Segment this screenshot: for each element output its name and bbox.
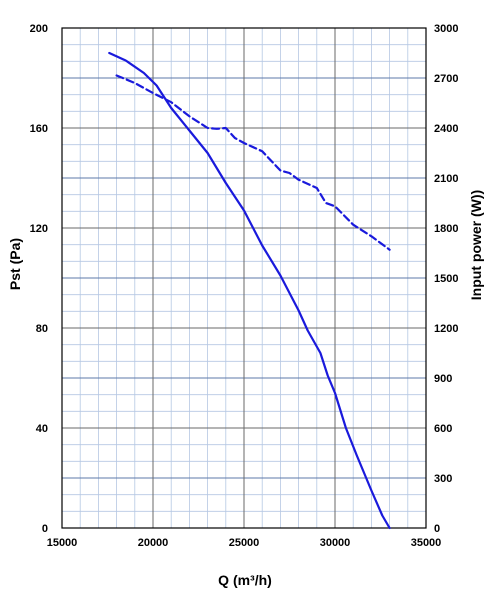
y-left-tick-label: 160 [30, 123, 48, 135]
x-axis-title: Q (m³/h) [218, 572, 272, 588]
y-right-tick-label: 600 [434, 423, 452, 435]
x-tick-label: 15000 [47, 537, 78, 549]
grid-layer [61, 27, 427, 529]
x-tick-label: 25000 [229, 537, 260, 549]
static-pressure-curve [108, 51, 391, 530]
y-left-tick-label: 40 [36, 423, 48, 435]
plot-frame [61, 27, 427, 529]
series-layer [108, 51, 391, 530]
tick-layer: 15000 20000 25000 30000 35000 0 40 80 120 160 200 0… [30, 23, 459, 549]
x-tick-label: 35000 [411, 537, 442, 549]
y-left-tick-label: 0 [42, 523, 48, 535]
y-right-tick-label: 1800 [434, 223, 458, 235]
y-axis-right-title: Input power (W)) [468, 190, 484, 300]
y-right-tick-label: 900 [434, 373, 452, 385]
y-right-tick-label: 2700 [434, 73, 458, 85]
x-tick-label: 30000 [320, 537, 351, 549]
y-axis-left-title: Pst (Pa) [7, 238, 23, 290]
y-right-tick-label: 300 [434, 473, 452, 485]
y-right-tick-label: 2400 [434, 123, 458, 135]
y-right-tick-label: 2100 [434, 173, 458, 185]
y-left-tick-label: 80 [36, 323, 48, 335]
y-left-tick-label: 120 [30, 223, 48, 235]
y-left-tick-label: 200 [30, 23, 48, 35]
x-tick-label: 20000 [138, 537, 169, 549]
y-right-tick-label: 1500 [434, 273, 458, 285]
y-right-tick-label: 3000 [434, 23, 458, 35]
input-power-curve [115, 74, 391, 251]
y-right-tick-label: 1200 [434, 323, 458, 335]
y-right-tick-label: 0 [434, 523, 440, 535]
